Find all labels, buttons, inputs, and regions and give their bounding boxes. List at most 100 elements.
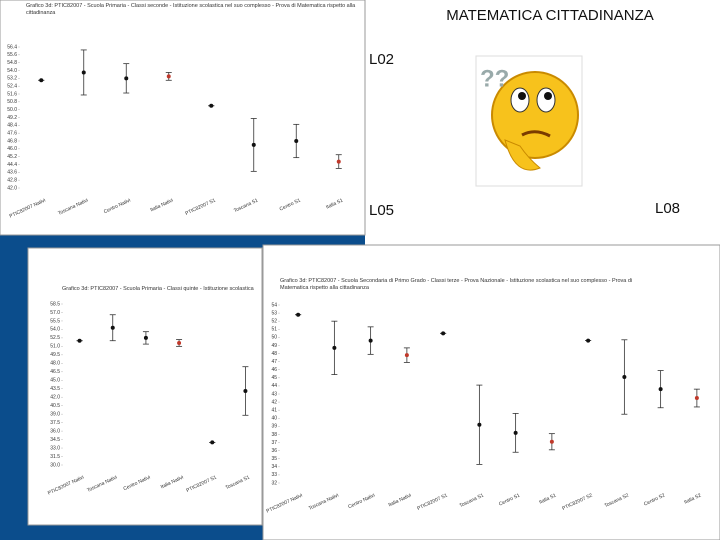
y-tick-label: 49.5 xyxy=(50,352,60,358)
point xyxy=(243,388,248,393)
y-tick-label: 53.2 xyxy=(7,76,17,82)
y-tick-label: 53 xyxy=(271,310,277,316)
y-tick-label: 33 xyxy=(271,472,277,478)
point xyxy=(210,440,215,445)
y-tick-label: 46.5 xyxy=(50,369,60,375)
y-tick-label: 46 xyxy=(271,367,277,373)
chart: Grafico 3d: PTIC82007 - Scuola Primaria … xyxy=(0,0,366,236)
svg-text:??: ?? xyxy=(480,65,509,92)
y-tick-label: 36 xyxy=(271,448,277,454)
point xyxy=(694,396,699,401)
point xyxy=(209,103,214,108)
y-tick-label: 32 xyxy=(271,480,277,486)
y-tick-label: 47.6 xyxy=(7,130,17,136)
point xyxy=(658,387,663,392)
y-tick-label: 42.0 xyxy=(50,395,60,401)
y-tick-label: 50 xyxy=(271,335,277,341)
y-tick-label: 42.0 xyxy=(7,185,17,191)
y-tick-label: 54.0 xyxy=(50,327,60,333)
y-tick-label: 44.4 xyxy=(7,162,17,168)
label: L05 xyxy=(369,202,394,219)
y-tick-label: 30.0 xyxy=(50,462,60,468)
point xyxy=(166,74,171,79)
y-tick-label: 36.0 xyxy=(50,428,60,434)
y-tick-label: 45 xyxy=(271,375,277,381)
y-tick-label: 48.0 xyxy=(50,361,60,367)
point xyxy=(81,70,86,75)
chart: Grafico 3d: PTIC82007 - Scuola Primaria … xyxy=(27,247,263,526)
y-tick-label: 34.5 xyxy=(50,437,60,443)
point xyxy=(441,331,446,336)
point xyxy=(477,422,482,427)
chart-title: Grafico 3d: PTIC82007 - Scuola Primaria … xyxy=(26,3,356,16)
y-tick-label: 51 xyxy=(271,327,277,333)
point xyxy=(39,78,44,83)
y-tick-label: 49.2 xyxy=(7,115,17,121)
y-tick-label: 45.2 xyxy=(7,154,17,160)
y-tick-label: 44 xyxy=(271,383,277,389)
point xyxy=(336,159,341,164)
point xyxy=(332,345,337,350)
y-tick-label: 33.0 xyxy=(50,445,60,451)
chart-title: Grafico 3d: PTIC82007 - Scuola Secondari… xyxy=(280,278,633,291)
y-tick-label: 58.5 xyxy=(50,301,60,307)
y-tick-label: 51.6 xyxy=(7,91,17,97)
point xyxy=(294,139,299,143)
point xyxy=(124,76,129,81)
y-tick-label: 37 xyxy=(271,440,277,446)
y-tick-label: 43.5 xyxy=(50,386,60,392)
y-tick-label: 52.5 xyxy=(50,335,60,341)
y-tick-label: 43 xyxy=(271,391,277,397)
y-tick-label: 39 xyxy=(271,424,277,430)
y-tick-label: 54.8 xyxy=(7,60,17,66)
chart-background xyxy=(0,0,366,236)
y-tick-label: 45.0 xyxy=(50,378,60,384)
point xyxy=(143,335,148,340)
point xyxy=(513,430,518,435)
y-tick-label: 41 xyxy=(271,408,277,414)
chart-title: Grafico 3d: PTIC82007 - Scuola Primaria … xyxy=(62,286,254,292)
y-tick-label: 42 xyxy=(271,399,277,405)
y-tick-label: 57.0 xyxy=(50,310,60,316)
y-tick-label: 48 xyxy=(271,351,277,357)
y-tick-label: 56.4 xyxy=(7,44,17,50)
y-tick-label: 46.8 xyxy=(7,138,17,144)
y-tick-label: 54.0 xyxy=(7,68,17,74)
point xyxy=(177,340,182,345)
thinking-smiley: ?? xyxy=(475,55,583,187)
y-tick-label: 55.5 xyxy=(50,318,60,324)
y-tick-label: 48.4 xyxy=(7,123,17,129)
point xyxy=(368,338,373,343)
point xyxy=(586,338,591,343)
chart-title-box: Grafico 3d: PTIC82007 - Scuola Primaria … xyxy=(62,286,254,292)
y-tick-label: 46.0 xyxy=(7,146,17,152)
y-tick-label: 54 xyxy=(271,302,277,308)
chart-background xyxy=(27,247,263,526)
chart: Grafico 3d: PTIC82007 - Scuola Secondari… xyxy=(262,244,720,540)
chart-title-box: Grafico 3d: PTIC82007 - Scuola Primaria … xyxy=(26,3,356,16)
y-tick-label: 39.0 xyxy=(50,411,60,417)
point xyxy=(404,353,409,358)
y-tick-label: 38 xyxy=(271,432,277,438)
y-tick-label: 47 xyxy=(271,359,277,365)
y-tick-label: 40.5 xyxy=(50,403,60,409)
point xyxy=(622,375,627,380)
y-tick-label: 50.0 xyxy=(7,107,17,113)
y-tick-label: 34 xyxy=(271,464,277,470)
y-tick-label: 49 xyxy=(271,343,277,349)
point xyxy=(251,142,256,147)
point xyxy=(77,338,82,343)
y-tick-label: 43.6 xyxy=(7,170,17,176)
label: L08 xyxy=(655,200,680,217)
chart-title-box: Grafico 3d: PTIC82007 - Scuola Secondari… xyxy=(280,278,633,291)
slide-title: MATEMATICA CITTADINANZA xyxy=(446,7,654,24)
y-tick-label: 55.6 xyxy=(7,52,17,58)
point xyxy=(296,312,301,317)
y-tick-label: 35 xyxy=(271,456,277,462)
y-tick-label: 52.4 xyxy=(7,83,17,89)
y-tick-label: 52 xyxy=(271,319,277,325)
y-tick-label: 51.0 xyxy=(50,344,60,350)
y-tick-label: 31.5 xyxy=(50,454,60,460)
y-tick-label: 42.8 xyxy=(7,177,17,183)
